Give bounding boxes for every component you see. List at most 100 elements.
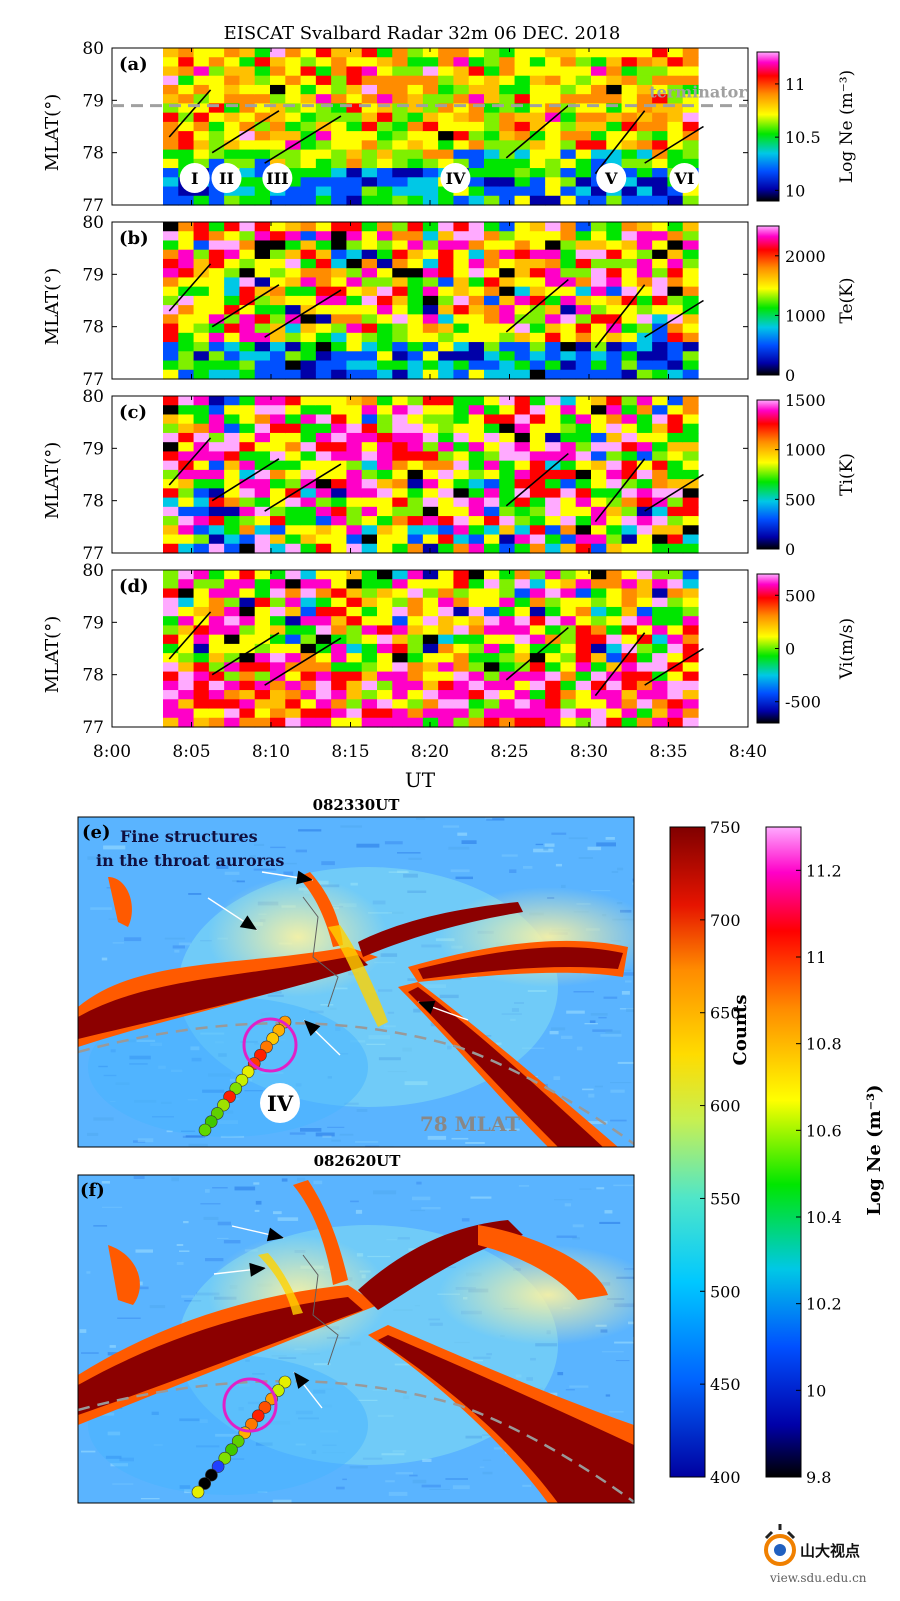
- heat-cell: [529, 442, 546, 453]
- heat-cell: [606, 195, 623, 206]
- heat-cell: [621, 588, 638, 599]
- counts-tick-label: 550: [710, 1189, 741, 1208]
- heat-cell: [545, 314, 562, 325]
- heat-cell: [239, 717, 256, 728]
- heat-cell: [178, 396, 195, 406]
- heat-cell: [407, 84, 424, 95]
- heat-cell: [499, 543, 516, 554]
- heat-cell: [560, 177, 577, 188]
- heat-cell: [361, 369, 378, 380]
- ne-tick-label: 10.2: [806, 1295, 842, 1314]
- heat-cell: [331, 66, 348, 77]
- heat-cell: [392, 286, 409, 297]
- heat-cell: [652, 643, 669, 654]
- heat-cell: [453, 534, 470, 545]
- heat-cell: [484, 516, 500, 526]
- heat-cell: [377, 451, 393, 462]
- heat-cell: [208, 149, 225, 160]
- heat-cell: [254, 469, 271, 480]
- heat-cell: [224, 625, 241, 636]
- heat-cell: [652, 717, 669, 728]
- heat-cell: [560, 369, 577, 380]
- heat-cell: [636, 680, 653, 691]
- heat-cell: [407, 277, 424, 288]
- trend-line: [505, 278, 569, 333]
- heat-cell: [621, 231, 638, 242]
- heat-cell: [529, 588, 546, 599]
- heat-cell: [575, 516, 592, 526]
- heat-cell: [270, 295, 286, 306]
- heat-cell: [285, 240, 302, 251]
- heat-cell: [667, 195, 684, 206]
- heat-cell: [361, 158, 378, 169]
- heat-cell: [254, 460, 271, 471]
- ne-colorbar: [765, 826, 802, 1478]
- heat-cell: [254, 662, 271, 673]
- heat-cell: [529, 177, 546, 188]
- heat-cell: [438, 57, 455, 68]
- heat-cell: [499, 94, 516, 105]
- heat-cell: [621, 121, 638, 132]
- heat-cell: [224, 75, 241, 86]
- heat-cell: [468, 332, 485, 343]
- heat-cell: [163, 195, 179, 206]
- heat-cell: [331, 121, 348, 132]
- trend-line: [594, 284, 646, 349]
- colorbar-tick-label: 0: [785, 640, 795, 659]
- heat-cell: [575, 653, 592, 663]
- heat-cell: [270, 662, 286, 673]
- heat-cell: [453, 222, 470, 232]
- heat-cell: [392, 680, 409, 691]
- heat-cell: [514, 342, 531, 352]
- heat-cell: [453, 249, 470, 260]
- heat-cell: [315, 653, 332, 663]
- heat-cell: [239, 75, 256, 86]
- heat-cell: [193, 140, 210, 151]
- heat-cell: [468, 479, 485, 489]
- heat-cell: [514, 195, 531, 206]
- heat-cell: [575, 186, 592, 197]
- heat-cell: [621, 94, 638, 105]
- heat-cell: [636, 84, 653, 95]
- heat-cell: [682, 432, 699, 443]
- heat-cell: [178, 314, 195, 325]
- heat-cell: [254, 360, 271, 371]
- heat-cell: [591, 414, 607, 425]
- heat-cell: [239, 479, 256, 489]
- heat-cell: [208, 195, 225, 206]
- heat-cell: [682, 258, 699, 269]
- heat-cell: [453, 195, 470, 206]
- heat-cell: [331, 616, 348, 627]
- heat-cell: [422, 606, 439, 617]
- heat-cell: [224, 149, 241, 160]
- heat-cell: [667, 488, 684, 499]
- heat-cell: [407, 579, 424, 590]
- heat-cell: [652, 140, 669, 151]
- heat-cell: [560, 634, 577, 645]
- heat-cell: [407, 295, 424, 306]
- heat-cell: [285, 158, 302, 169]
- heat-cell: [667, 690, 684, 700]
- heat-cell: [239, 451, 256, 462]
- heat-cell: [331, 177, 348, 188]
- heat-cell: [331, 451, 348, 462]
- ne-tick-label: 10.6: [806, 1121, 842, 1140]
- heat-cell: [575, 48, 592, 58]
- y-tick-label: 77: [82, 196, 104, 216]
- heat-cell: [514, 525, 531, 536]
- roman-label: VI: [673, 169, 694, 188]
- heat-cell: [652, 268, 669, 279]
- heat-cell: [636, 342, 653, 352]
- heat-cell: [163, 690, 179, 700]
- heat-cell: [606, 351, 623, 362]
- heat-cell: [315, 360, 332, 371]
- heat-cell: [591, 286, 607, 297]
- heat-cell: [499, 149, 516, 160]
- heat-cell: [621, 112, 638, 123]
- heat-cell: [499, 177, 516, 188]
- heat-cell: [361, 588, 378, 599]
- heat-cell: [239, 432, 256, 443]
- heat-cell: [682, 597, 699, 608]
- heat-cell: [591, 351, 607, 362]
- heat-cell: [315, 195, 332, 206]
